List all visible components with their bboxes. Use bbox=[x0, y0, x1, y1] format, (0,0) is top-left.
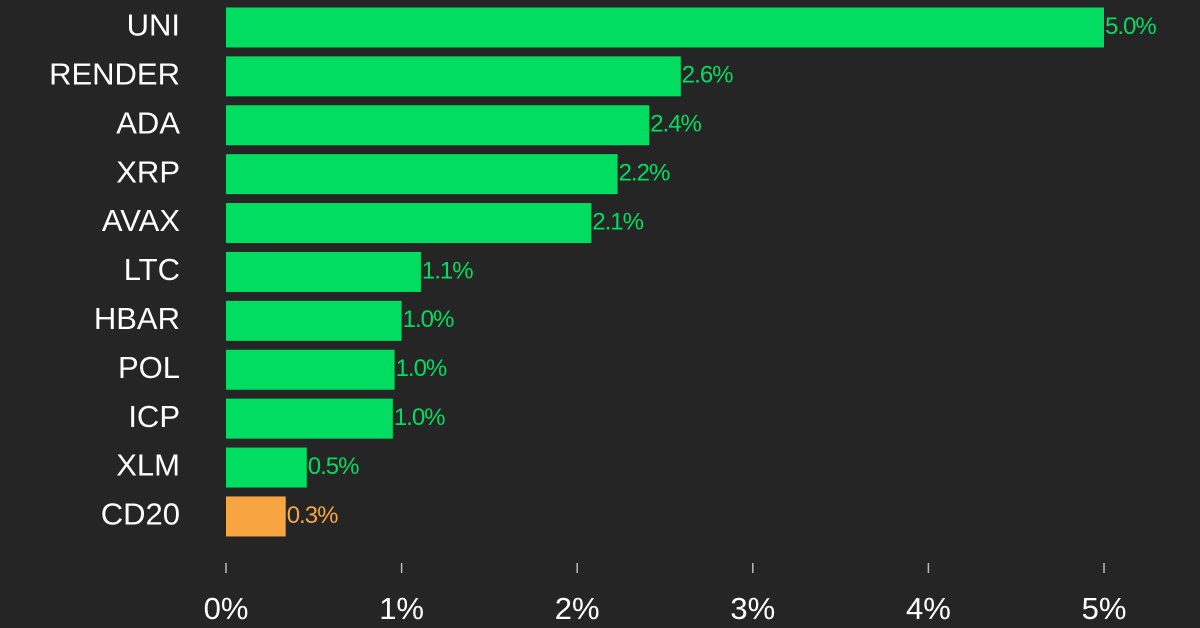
value-label: 1.0% bbox=[394, 404, 445, 431]
category-label: AVAX bbox=[102, 203, 180, 238]
bar bbox=[226, 56, 681, 97]
bar bbox=[226, 203, 592, 244]
value-label: 2.6% bbox=[682, 62, 733, 89]
x-tick-label: 3% bbox=[730, 591, 775, 626]
x-tick-label: 0% bbox=[204, 591, 249, 626]
bar bbox=[226, 251, 421, 292]
category-label: XLM bbox=[116, 448, 180, 483]
value-label: 2.4% bbox=[650, 111, 701, 138]
bar bbox=[226, 349, 395, 390]
x-tick-label: 1% bbox=[379, 591, 424, 626]
category-label: ADA bbox=[116, 105, 180, 140]
value-label: 1.1% bbox=[422, 257, 473, 284]
bar bbox=[226, 154, 618, 195]
x-tick-label: 4% bbox=[906, 591, 951, 626]
value-label: 1.0% bbox=[396, 355, 447, 382]
category-label: LTC bbox=[124, 252, 180, 287]
category-label: UNI bbox=[127, 8, 180, 43]
category-label: HBAR bbox=[94, 301, 180, 336]
x-tick-label: 2% bbox=[555, 591, 600, 626]
value-label: 2.1% bbox=[592, 208, 643, 235]
value-label: 0.5% bbox=[308, 453, 359, 480]
category-label: POL bbox=[118, 350, 180, 385]
category-label: ICP bbox=[128, 399, 180, 434]
category-label: CD20 bbox=[101, 497, 180, 532]
value-label: 0.3% bbox=[287, 502, 338, 529]
bar bbox=[226, 447, 307, 488]
bar bbox=[226, 105, 650, 146]
value-label: 1.0% bbox=[403, 306, 454, 333]
bar bbox=[226, 496, 286, 537]
category-label: RENDER bbox=[49, 57, 180, 92]
category-label: XRP bbox=[116, 154, 180, 189]
bar bbox=[226, 398, 393, 439]
bar bbox=[226, 300, 402, 341]
value-label: 5.0% bbox=[1105, 13, 1156, 40]
bar bbox=[226, 7, 1104, 48]
x-tick-label: 5% bbox=[1082, 591, 1127, 626]
value-label: 2.2% bbox=[619, 159, 670, 186]
